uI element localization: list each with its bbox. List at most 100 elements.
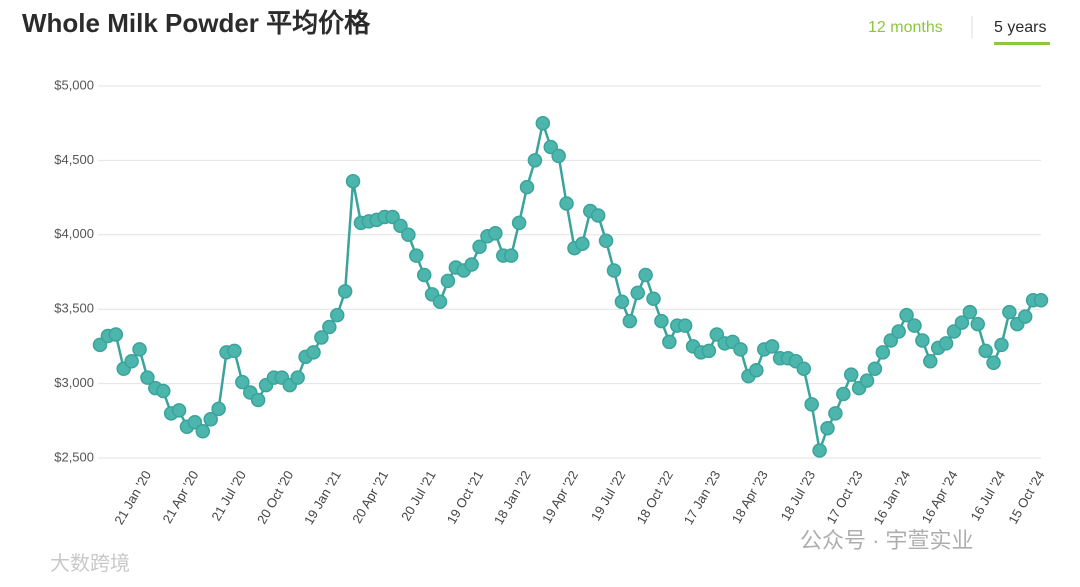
data-point (923, 354, 938, 369)
data-point (749, 362, 764, 378)
data-point (701, 343, 717, 359)
data-point (883, 333, 899, 348)
data-point (915, 333, 930, 348)
data-point (551, 148, 566, 164)
data-point (954, 315, 970, 330)
data-point (828, 406, 843, 421)
data-point (124, 354, 139, 369)
data-point (306, 345, 321, 360)
data-point (393, 218, 408, 234)
data-point (630, 285, 645, 301)
data-point (622, 313, 638, 329)
data-point (535, 115, 551, 131)
data-point (796, 361, 812, 376)
data-point (322, 319, 337, 335)
data-point (978, 343, 993, 359)
x-tick-label: 17 Oct '23 (823, 468, 865, 526)
data-point (290, 370, 305, 385)
data-point (92, 337, 108, 353)
data-point (575, 236, 590, 251)
data-point (891, 324, 906, 339)
y-tick-label: $4,500 (54, 152, 94, 167)
data-point (938, 336, 954, 351)
data-point (843, 367, 859, 382)
x-tick-label: 15 Oct '24 (1005, 468, 1047, 526)
data-point (140, 370, 155, 385)
data-point (970, 316, 985, 332)
data-point (132, 342, 147, 357)
data-point (211, 401, 226, 417)
x-tick-label: 18 Oct '22 (634, 468, 676, 526)
x-tick-label: 19 Apr '22 (539, 468, 581, 526)
data-point (235, 374, 250, 390)
data-point (614, 294, 630, 310)
data-point (511, 215, 527, 231)
data-point (907, 318, 922, 333)
x-tick-label: 17 Jan '23 (681, 468, 724, 527)
data-point (764, 339, 780, 354)
x-tick-label: 16 Jan '24 (870, 468, 913, 527)
data-point (598, 233, 614, 249)
data-point (314, 330, 329, 345)
data-point (195, 423, 211, 439)
data-point (606, 263, 622, 278)
data-point (416, 267, 432, 283)
data-point (409, 248, 424, 263)
data-point (994, 337, 1009, 353)
y-tick-label: $2,500 (54, 449, 94, 464)
data-point (503, 248, 519, 263)
data-point (559, 196, 574, 211)
watermark: 大数跨境 (50, 552, 130, 575)
x-tick-label: 18 Jan '22 (491, 468, 534, 527)
data-point (709, 327, 725, 342)
y-tick-label: $4,000 (54, 226, 94, 241)
data-point (859, 373, 875, 388)
tab-active[interactable]: 5 years (994, 19, 1046, 36)
data-point (329, 307, 345, 323)
data-point (1033, 293, 1049, 308)
data-point (962, 304, 978, 320)
series-line (99, 118, 1041, 456)
data-point (187, 415, 203, 430)
plot-area: $2,500 $3,000 $3,500 $4,000 $4,500 $5,000 21 J… (54, 77, 1049, 527)
data-point (820, 420, 835, 436)
x-tick-label: 20 Oct '20 (254, 468, 296, 526)
tab[interactable]: 12 months (868, 19, 943, 36)
data-point (867, 361, 883, 376)
data-point (432, 294, 448, 310)
data-point (345, 173, 361, 189)
data-point (899, 307, 914, 323)
data-point (156, 383, 171, 399)
x-tick-label: 21 Jul '20 (208, 468, 249, 523)
x-tick-label: 18 Jul '23 (778, 468, 819, 523)
data-point (733, 342, 748, 357)
data-point (543, 139, 558, 155)
data-point (171, 403, 187, 418)
data-point (203, 412, 218, 427)
data-point (946, 324, 962, 339)
data-point (654, 313, 669, 329)
x-tick-label: 18 Apr '23 (729, 468, 771, 526)
data-point (812, 443, 827, 458)
watermark: 公众号 · 宇萱实业 (800, 528, 974, 553)
data-point (337, 284, 353, 299)
x-tick-label: 20 Jul '21 (398, 468, 439, 523)
data-point (590, 208, 606, 223)
data-point (519, 179, 535, 195)
data-point (1017, 309, 1033, 324)
data-point (472, 239, 487, 254)
x-tick-label: 19 Jan '21 (301, 468, 344, 527)
data-point (440, 273, 456, 289)
data-point (250, 392, 266, 408)
data-point (804, 397, 819, 412)
x-tick-label: 20 Apr '21 (349, 468, 391, 526)
data-point (227, 343, 242, 359)
data-point (986, 355, 1001, 371)
data-point (638, 267, 653, 283)
data-point (875, 345, 891, 360)
x-tick-label: 19 Jul '22 (588, 468, 629, 523)
data-point (836, 386, 851, 402)
x-tick-label: 21 Jan '20 (111, 468, 154, 527)
